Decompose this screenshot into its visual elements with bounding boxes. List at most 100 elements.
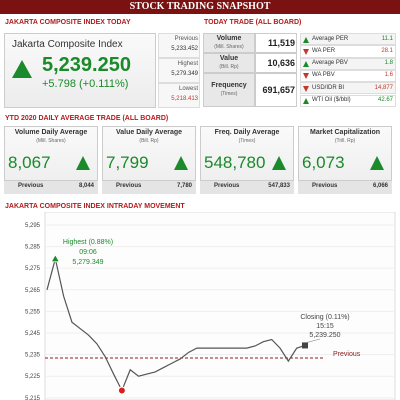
y-tick-label: 5,215 [25,396,41,400]
ytd-prev-row [102,180,196,194]
trade-label-cell [203,73,255,107]
ytd-card-value: 548,780 [204,153,266,172]
stat-label: Previous [174,36,198,42]
ytd-card-unit: (Bill. Rp) [139,138,159,144]
section-heading: JAKARTA COMPOSITE INDEX INTRADAY MOVEMEN… [5,203,185,210]
closing-leader [306,338,321,343]
index-value: 5,239.250 [42,54,131,76]
low-marker [117,386,126,395]
y-tick-label: 5,285 [25,245,41,251]
closing-annotation: 5,239.250 [309,332,340,339]
stat-value: 5,233.452 [171,46,198,52]
indicator-value: 1.6 [384,72,393,79]
trade-unit: (Times) [220,91,238,97]
trade-unit: (Mill. Shares) [214,44,244,50]
direction-arrow [303,36,309,43]
ytd-card-unit: (Trill. Rp) [334,138,356,144]
highest-annotation: 09:06 [79,249,97,256]
indicator-value: 42.67 [377,97,393,103]
ytd-card-unit: (Mill. Shares) [36,138,66,144]
trade-label: Volume [216,35,242,42]
direction-arrow [174,156,188,170]
indicator-row [300,69,396,83]
closing-annotation: Closing (0.11%) [300,314,349,321]
ytd-card-title: Value Daily Average [115,129,183,136]
index-line [46,258,306,392]
indicator-row [300,82,396,95]
y-tick-label: 5,255 [25,309,41,315]
indicator-label: Average PER [312,35,349,42]
ytd-card-value: 6,073 [302,153,345,172]
trade-value: 11,519 [267,38,295,48]
ytd-card-title: Market Capitalization [309,129,380,136]
stat-label: Lowest [178,86,198,92]
trade-value-cell [255,53,297,73]
ytd-card-unit: (Times) [238,138,256,144]
y-tick-label: 5,235 [25,353,41,359]
trade-value-cell [255,73,297,107]
direction-arrow [272,156,286,170]
direction-arrow [303,98,309,104]
trade-label: Value [219,55,239,62]
closing-annotation: 15:15 [316,323,334,330]
index-name: Jakarta Composite Index [12,39,123,50]
y-tick-label: 5,245 [25,331,41,337]
ytd-prev-value: 8,044 [78,183,94,189]
y-tick-label: 5,295 [25,223,41,229]
indicator-value: 1.8 [384,60,393,67]
ytd-prev-value: 7,780 [176,183,192,189]
direction-arrow [76,156,90,170]
page-title: STOCK TRADING SNAPSHOT [129,1,271,12]
y-tick-label: 5,265 [25,288,41,294]
indicator-label: WTI Oil ($/bbl) [312,97,351,103]
ytd-prev-value: 6,066 [372,183,388,189]
trade-value: 10,636 [267,58,295,68]
ytd-card-value: 8,067 [8,153,51,172]
ytd-prev-label: Previous [116,183,142,189]
trade-label: Frequency [211,82,247,89]
stat-value: 5,218.413 [171,96,198,102]
previous-label: Previous [333,351,361,358]
trade-label-cell [203,33,255,53]
y-tick-label: 5,225 [25,374,41,380]
index-arrow [12,60,32,78]
stat-value: 5,279.349 [171,71,198,77]
ytd-prev-value: 547,833 [268,183,290,189]
direction-arrow [303,73,309,80]
stat-cell [158,58,200,83]
highest-annotation: 5,279.349 [72,259,103,266]
indicator-label: USD/IDR BI [312,84,345,91]
indicator-row [300,57,396,70]
indicator-label: Average PBV [312,60,348,67]
ytd-prev-row [298,180,392,194]
close-marker [302,342,308,349]
indicator-row [300,33,396,46]
indicator-label: WA PER [312,47,336,54]
y-tick-label: 5,275 [25,266,41,272]
ytd-card-value: 7,799 [106,153,149,172]
stat-cell [158,33,200,58]
indicator-value: 14,877 [374,84,393,91]
stat-label: Highest [177,61,198,67]
header-bar [0,0,400,14]
high-marker [50,253,61,263]
plot-area [44,212,396,400]
ytd-card-title: Volume Daily Average [14,129,88,136]
indicator-row [300,94,396,107]
trade-unit: (Bill. Rp) [219,64,239,70]
direction-arrow [303,85,309,92]
index-change: +5.798 (+0.111%) [42,78,129,90]
ytd-prev-row [4,180,98,194]
trade-value-cell [255,33,297,53]
trade-value: 691,657 [262,85,295,95]
ytd-prev-label: Previous [214,183,240,189]
section-heading: YTD 2020 DAILY AVERAGE TRADE (ALL BOARD) [5,115,169,122]
ytd-card-title: Freq. Daily Average [214,129,280,136]
ytd-prev-label: Previous [312,183,338,189]
indicator-row [300,45,396,58]
indicator-label: WA PBV [312,72,335,79]
direction-arrow [370,156,384,170]
section-heading: TODAY TRADE (ALL BOARD) [204,19,302,26]
direction-arrow [303,61,309,68]
